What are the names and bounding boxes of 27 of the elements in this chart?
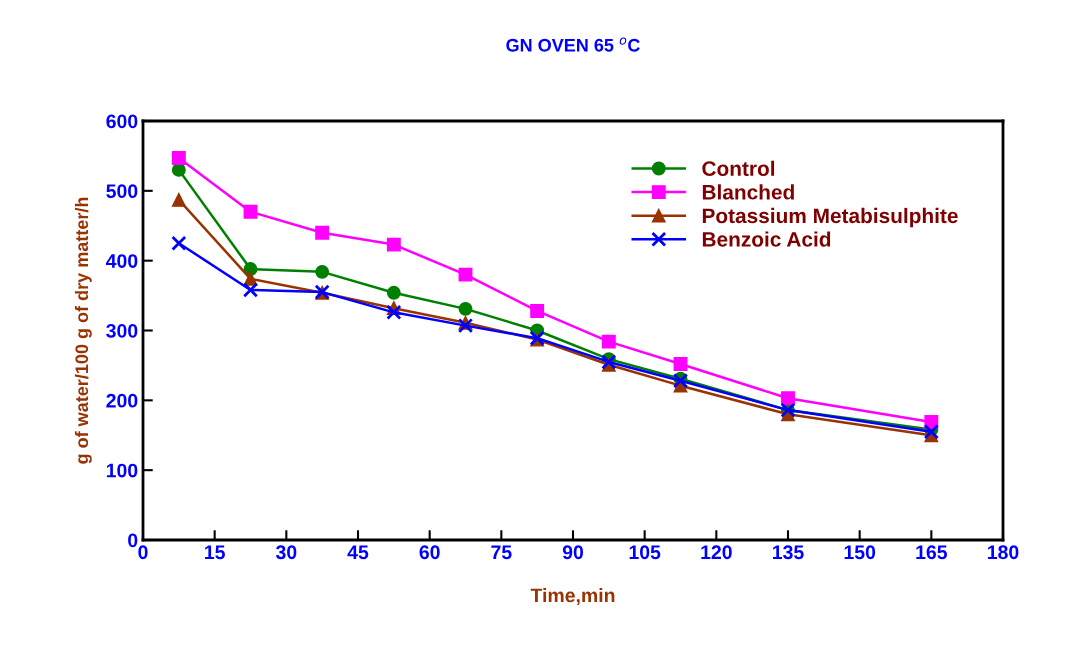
x-tick-label: 60: [419, 545, 440, 560]
x-tick-label: 75: [491, 545, 512, 560]
x-tick-label: 150: [844, 545, 876, 560]
x-tick-label: 135: [773, 545, 804, 560]
x-tick-label: 30: [275, 545, 297, 560]
x-tick-label: 0: [138, 545, 148, 560]
y-tick-label: 500: [106, 184, 138, 199]
y-tick-label: 200: [106, 393, 138, 408]
legend-label: Blanched: [702, 184, 794, 200]
y-tick-label: 100: [106, 463, 138, 478]
x-tick-label: 165: [916, 545, 948, 560]
y-axis-title: g of water/100 g of dry matter/h: [74, 197, 92, 464]
x-tick-label: 180: [988, 545, 1019, 560]
y-tick-label: 400: [105, 254, 138, 268]
x-tick-label: 90: [562, 545, 584, 560]
legend-label: Potassium Metabisulphite: [702, 207, 958, 228]
x-tick-label: 105: [629, 545, 661, 560]
y-tick-label: 300: [106, 323, 138, 338]
x-tick-label: 120: [701, 545, 732, 560]
x-tick-label: 15: [205, 545, 225, 560]
x-tick-label: 45: [347, 545, 369, 560]
legend-label: Benzoic Acid: [702, 231, 831, 247]
chart-title: GN OVEN 65 $^{o}$C: [506, 37, 640, 52]
legend-label: Control: [702, 160, 775, 176]
x-axis-title: Time,min: [530, 587, 615, 606]
y-tick-label: 0: [128, 533, 138, 548]
y-tick-label: 600: [106, 114, 138, 129]
